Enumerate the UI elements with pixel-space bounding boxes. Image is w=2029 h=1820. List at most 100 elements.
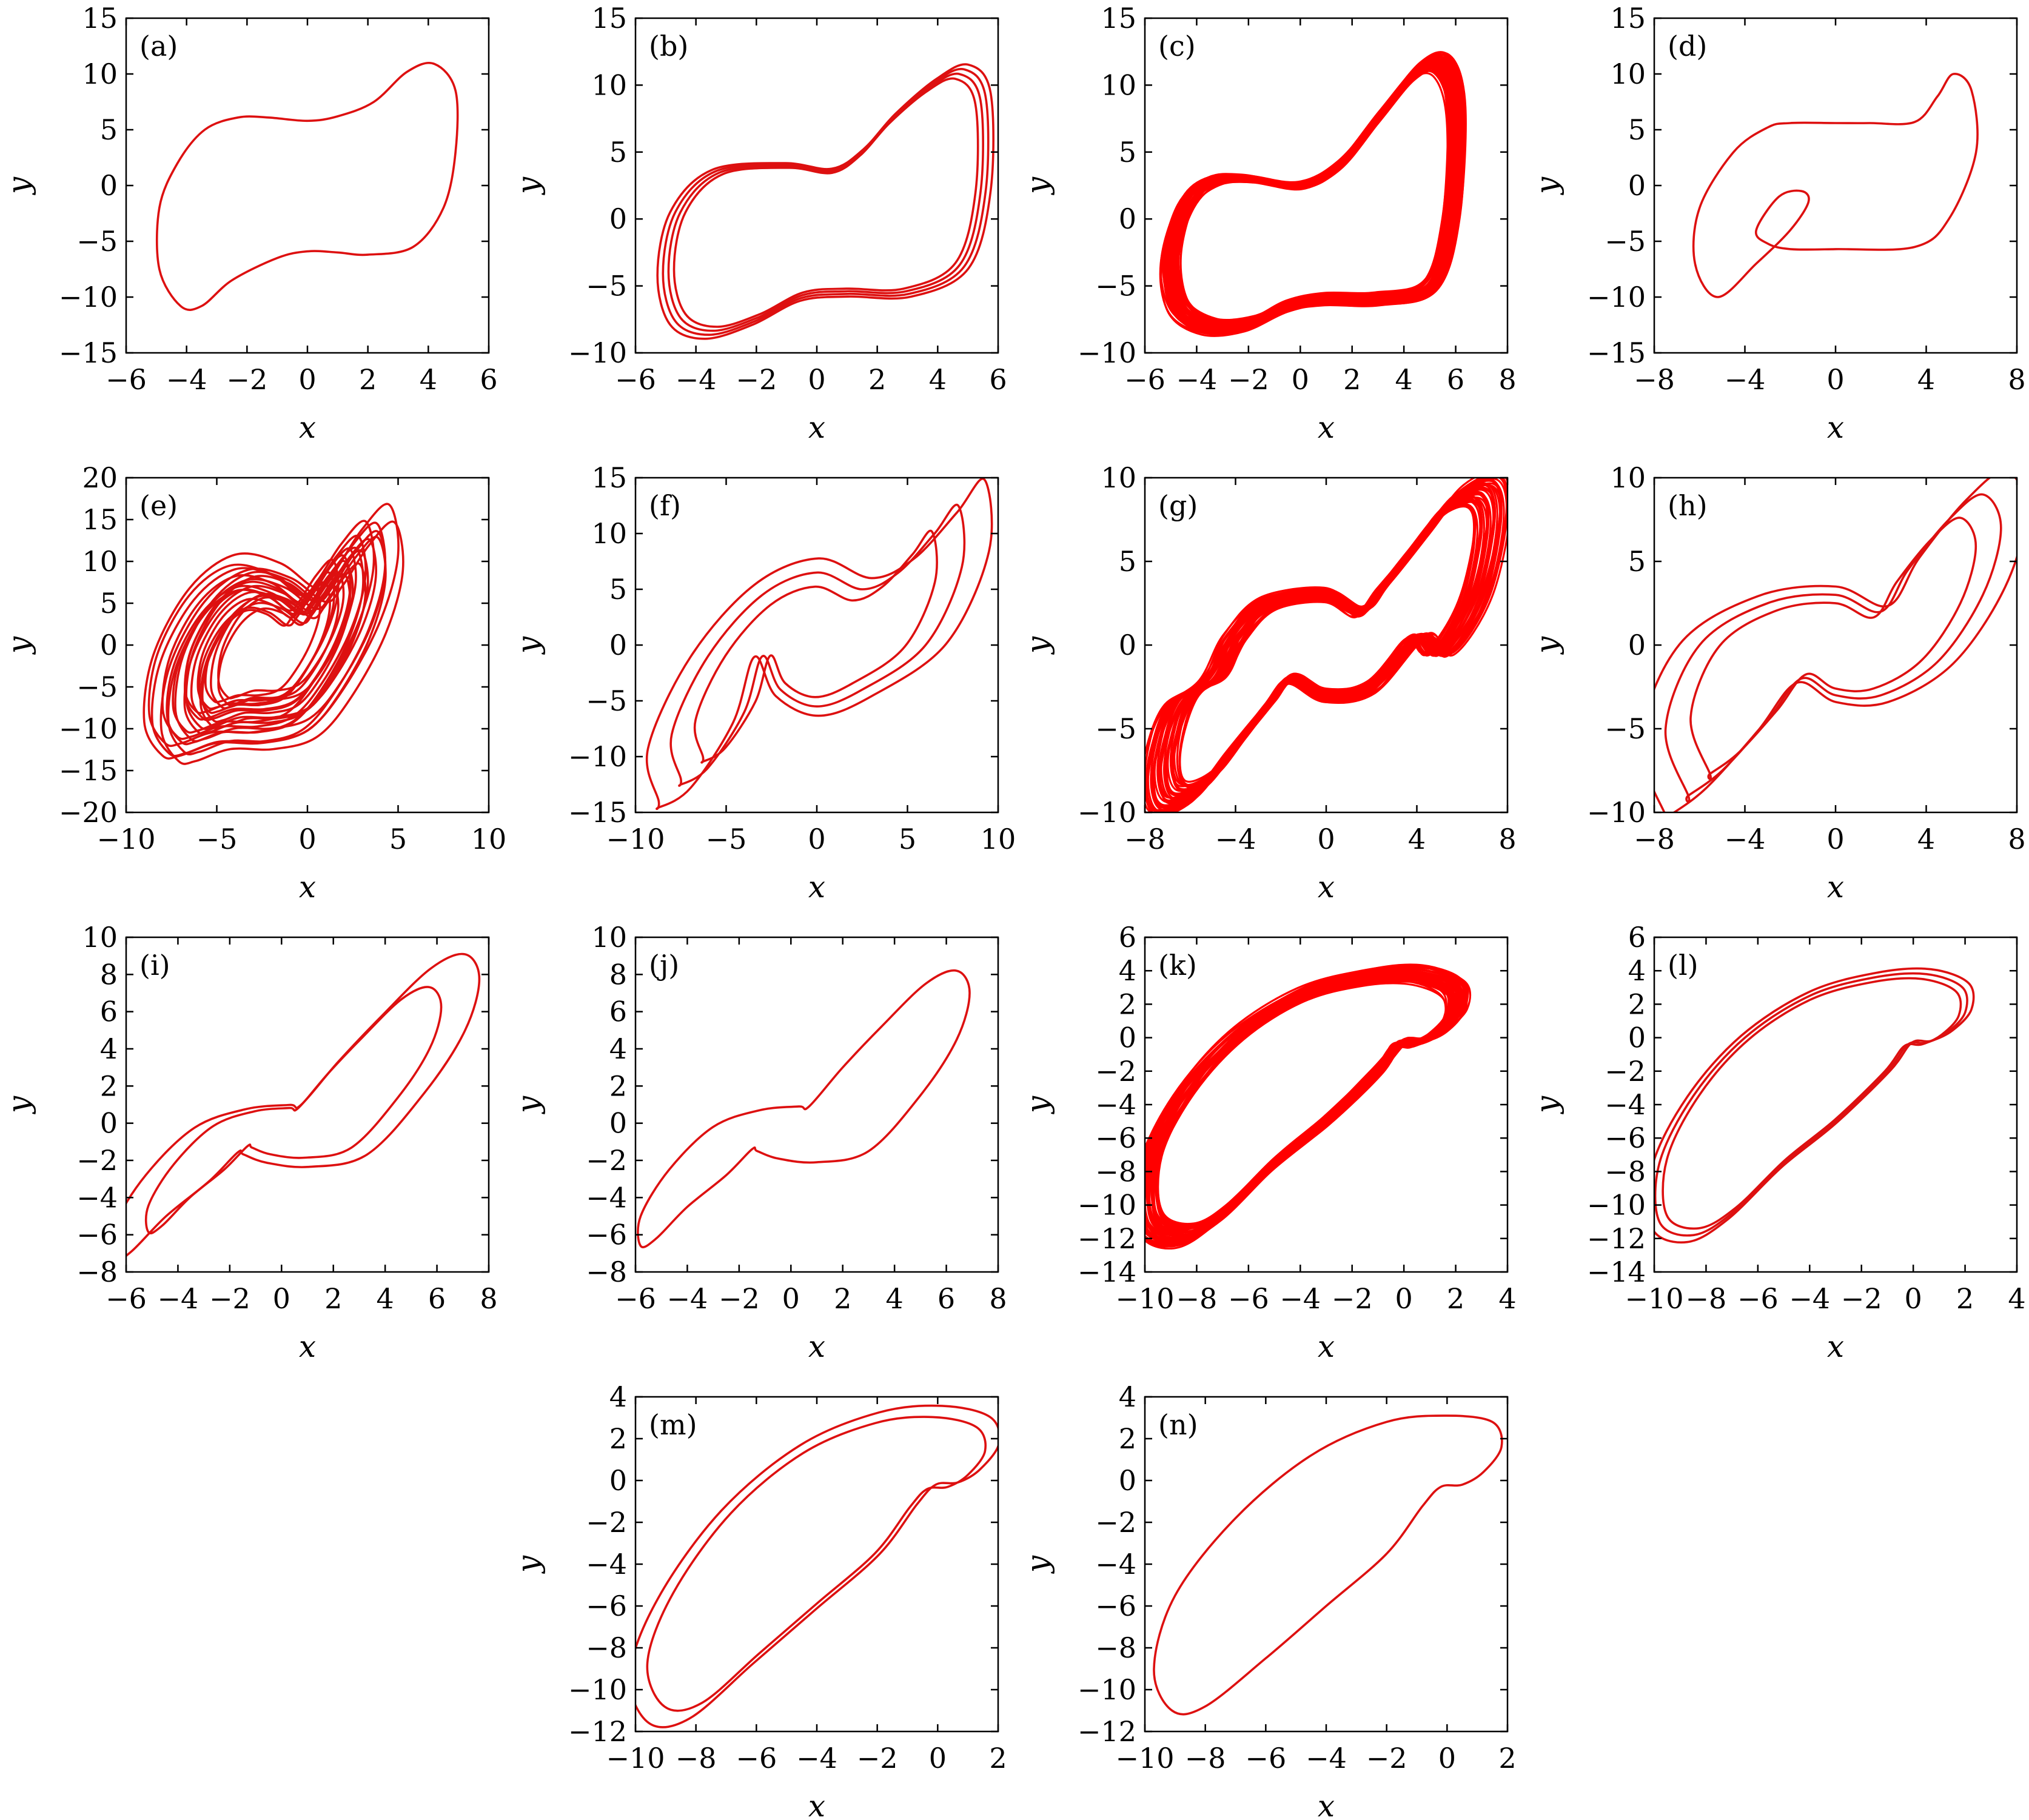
y-tick-label: −5 [1605, 225, 1646, 258]
x-tick-label: 8 [989, 1282, 1007, 1315]
trajectory-loop [1175, 67, 1452, 322]
x-tick-label: 4 [929, 363, 947, 396]
trajectory-loop [126, 952, 481, 1257]
x-tick-label: 2 [1956, 1282, 1974, 1315]
x-axis-label: x [1827, 1329, 1844, 1364]
y-tick-label: 10 [1610, 461, 1646, 494]
y-tick-label: 4 [1628, 954, 1646, 987]
x-tick-label: 0 [1438, 1742, 1456, 1775]
y-tick-label: −10 [1587, 1189, 1646, 1222]
y-tick-label: 5 [1119, 136, 1136, 169]
x-tick-label: −2 [719, 1282, 760, 1315]
y-tick-label: 10 [82, 58, 118, 90]
x-tick-label: −6 [1245, 1742, 1286, 1775]
x-tick-label: −2 [1228, 363, 1269, 396]
x-tick-label: 2 [1447, 1282, 1464, 1315]
y-tick-label: 10 [591, 69, 627, 101]
trajectory [645, 478, 993, 811]
x-tick-label: −10 [1625, 1282, 1683, 1315]
x-tick-label: 2 [359, 363, 377, 396]
trajectory-loop [1654, 972, 1968, 1237]
trajectory-loop [1145, 478, 1507, 812]
trajectory-loop [637, 969, 971, 1249]
trajectory-loop [1146, 977, 1455, 1233]
trajectory-loop [1174, 65, 1454, 323]
y-tick-label: 6 [1628, 921, 1646, 954]
x-tick-label: −4 [796, 1742, 837, 1775]
y-tick-label: 4 [609, 1032, 627, 1065]
y-axis-label: y [1, 636, 36, 655]
trajectory-loop [1176, 70, 1449, 326]
trajectory-loop [636, 1404, 998, 1728]
trajectory-loop [1173, 62, 1452, 324]
x-tick-label: −2 [736, 363, 777, 396]
x-tick-label: 6 [989, 363, 1007, 396]
x-tick-label: −6 [1228, 1282, 1269, 1315]
x-tick-label: −8 [1634, 363, 1675, 396]
y-tick-label: −14 [1587, 1256, 1646, 1288]
trajectory [1159, 51, 1467, 337]
x-tick-label: 2 [324, 1282, 342, 1315]
x-axis-label: x [808, 869, 825, 905]
y-tick-label: −4 [1095, 1548, 1136, 1581]
y-tick-label: 0 [1119, 629, 1136, 661]
y-axis-label: y [511, 636, 546, 655]
y-tick-label: 10 [1101, 69, 1136, 101]
trajectory-loop [1654, 967, 1975, 1244]
trajectory-loop [1145, 969, 1459, 1239]
plot-frame [125, 936, 490, 1273]
y-tick-label: 0 [100, 1107, 118, 1140]
panel-label: (i) [139, 949, 170, 982]
y-tick-label: −4 [76, 1181, 118, 1214]
x-tick-label: −6 [1124, 363, 1165, 396]
x-tick-label: −4 [676, 363, 717, 396]
trajectory-loop [1172, 64, 1453, 327]
x-tick-label: −6 [615, 1282, 656, 1315]
y-tick-label: −2 [586, 1506, 627, 1539]
x-tick-label: 5 [899, 823, 916, 855]
y-tick-label: −4 [1095, 1088, 1136, 1121]
trajectory [1654, 478, 2017, 812]
y-tick-label: −10 [1078, 1189, 1136, 1222]
y-tick-label: 10 [1610, 58, 1646, 90]
x-axis-label: x [299, 410, 316, 445]
y-tick-label: 15 [591, 2, 627, 35]
y-tick-label: −4 [1605, 1088, 1646, 1121]
x-tick-label: 0 [1826, 823, 1844, 855]
y-tick-label: 0 [1628, 629, 1646, 661]
trajectory-loop [1176, 65, 1452, 323]
y-tick-label: −2 [1095, 1055, 1136, 1088]
x-tick-label: 8 [2008, 363, 2025, 396]
trajectory-loop [143, 503, 400, 760]
y-tick-label: −8 [586, 1631, 627, 1664]
trajectory [656, 63, 994, 340]
y-tick-label: 15 [82, 503, 118, 536]
trajectory-loop [1175, 67, 1451, 321]
trajectory-loop [1145, 967, 1463, 1245]
x-tick-label: −2 [1332, 1282, 1373, 1315]
x-tick-label: −6 [615, 363, 656, 396]
y-tick-label: −14 [1078, 1256, 1136, 1288]
y-axis-label: y [511, 176, 546, 195]
x-tick-label: −2 [226, 363, 267, 396]
panel-label: (b) [649, 30, 688, 62]
panel-label: (f) [649, 489, 681, 522]
trajectory-loop [669, 503, 966, 787]
y-tick-label: 8 [100, 958, 118, 991]
y-axis-label: y [1529, 176, 1565, 195]
y-tick-label: −2 [76, 1144, 118, 1177]
x-tick-label: 0 [1292, 363, 1309, 396]
y-tick-label: −10 [1078, 1673, 1136, 1706]
y-tick-label: 4 [100, 1032, 118, 1065]
x-tick-label: 2 [989, 1742, 1007, 1775]
trajectory-loop [1174, 63, 1453, 325]
y-tick-label: 5 [100, 587, 118, 620]
x-tick-label: 0 [808, 363, 825, 396]
trajectory-loop [1145, 972, 1461, 1240]
panel-g: −8 −4 0 4 8 −10 −5 0 5 10 x y (g) [1020, 461, 1517, 905]
trajectory-loop [1689, 517, 1977, 780]
